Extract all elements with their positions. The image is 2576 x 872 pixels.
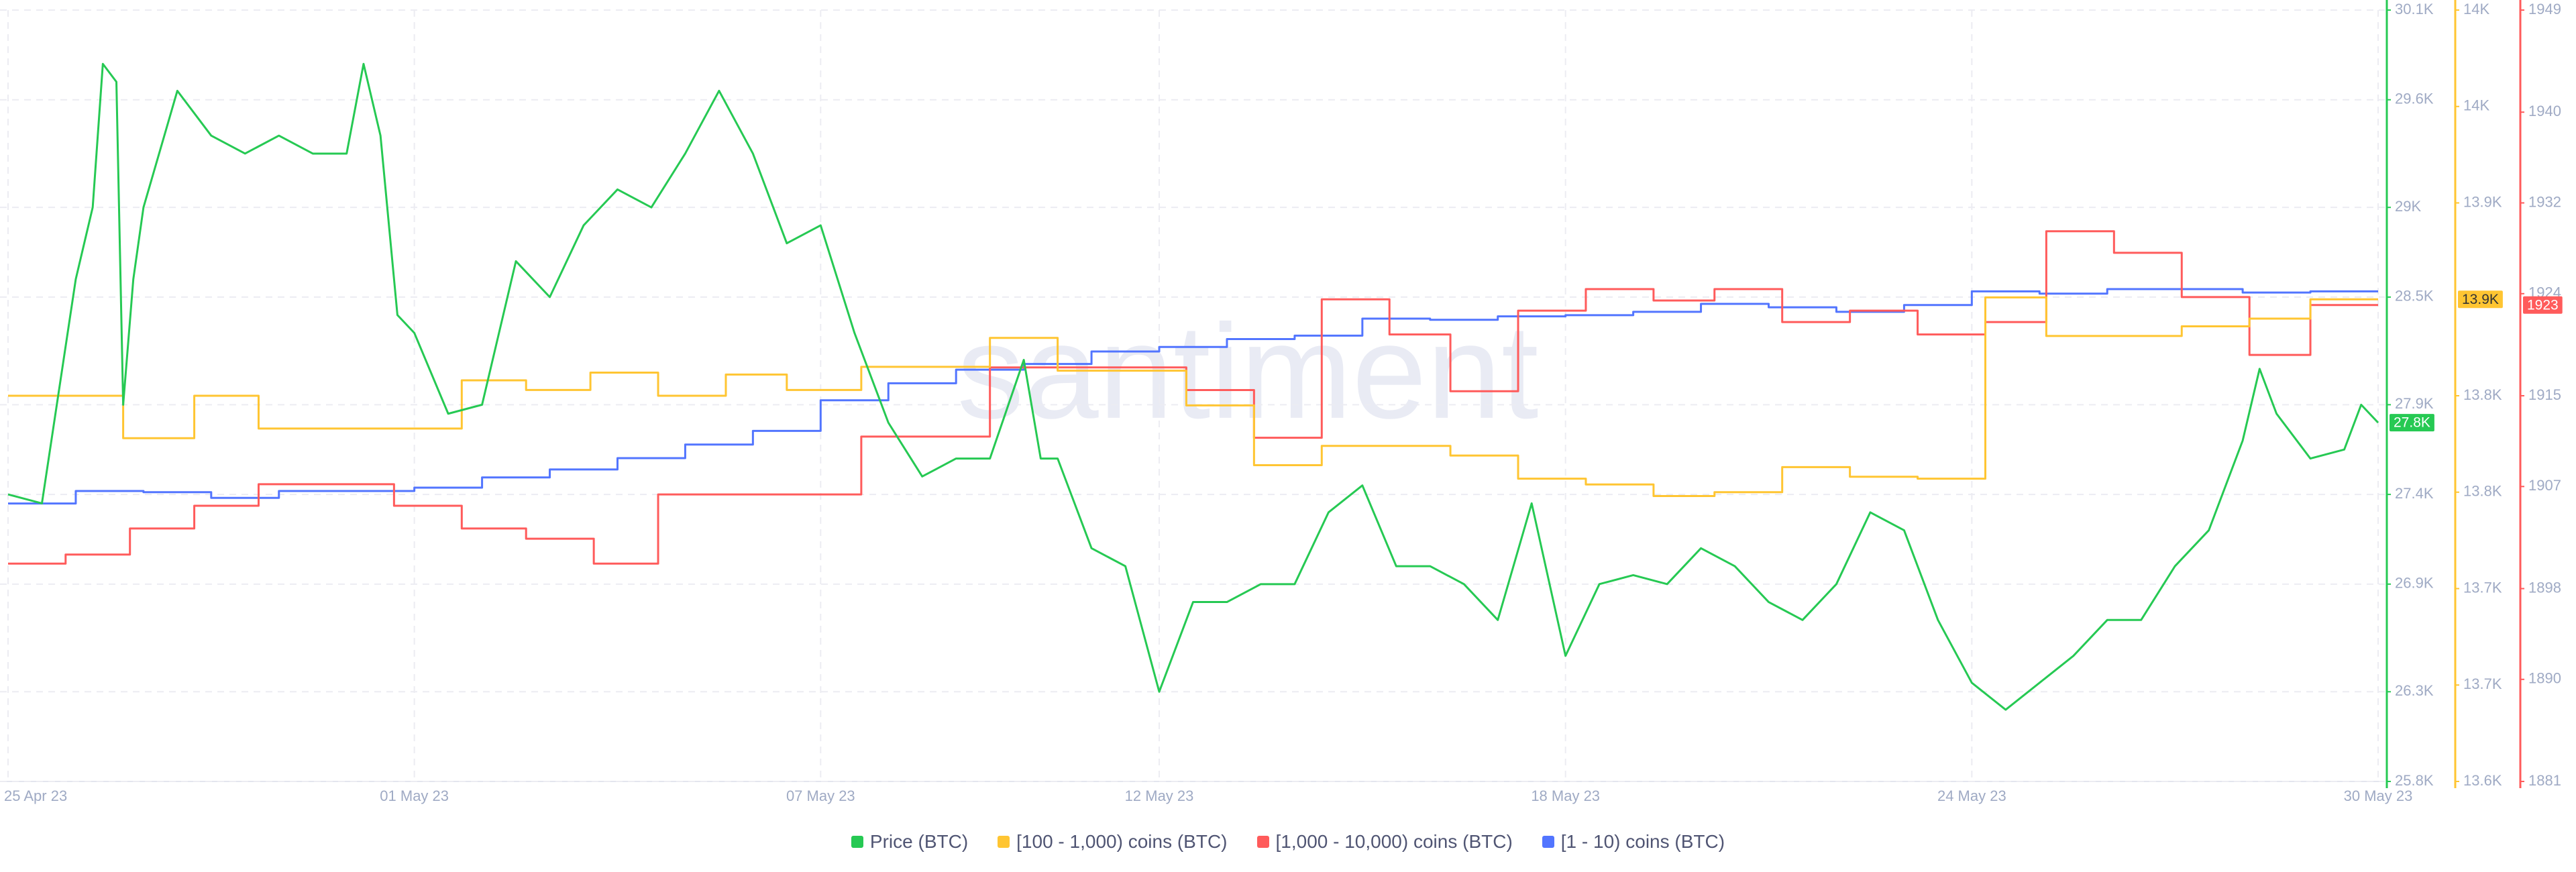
y-tick-label: 1932 — [2528, 193, 2561, 210]
value-badge: 27.8K — [2390, 414, 2434, 432]
legend-swatch — [1256, 836, 1269, 848]
y-tick-label: 13.8K — [2463, 483, 2502, 500]
y-tick-label: 1890 — [2528, 670, 2561, 687]
x-tick-label: 24 May 23 — [1937, 787, 2006, 804]
legend-item[interactable]: Price (BTC) — [851, 831, 968, 853]
y-tick-label: 13.8K — [2463, 386, 2502, 403]
legend-label: [1,000 - 10,000) coins (BTC) — [1275, 831, 1513, 852]
legend-label: [100 - 1,000) coins (BTC) — [1016, 831, 1228, 852]
y-tick-label: 1898 — [2528, 579, 2561, 596]
y-tick-label: 28.5K — [2395, 288, 2434, 305]
value-badge: 13.9K — [2458, 290, 2503, 309]
badge-box — [2458, 290, 2503, 309]
y-tick-label: 13.7K — [2463, 675, 2502, 692]
x-tick-label: 12 May 23 — [1125, 787, 1194, 804]
value-badge: 1923 — [2523, 296, 2563, 314]
legend-swatch — [851, 836, 863, 848]
badge-label: 27.8K — [2394, 415, 2430, 431]
series-line — [8, 288, 2378, 505]
y-tick-label: 27.9K — [2395, 395, 2434, 412]
x-tick-label: 25 Apr 23 — [4, 787, 67, 804]
y-tick-label: 1907 — [2528, 477, 2561, 494]
badge-box — [2390, 414, 2434, 432]
legend-item[interactable]: [1 - 10) coins (BTC) — [1542, 831, 1725, 853]
y-tick-label: 26.9K — [2395, 575, 2434, 592]
y-tick-label: 13.6K — [2463, 772, 2502, 789]
y-tick-label: 29K — [2395, 198, 2421, 215]
legend: Price (BTC) [100 - 1,000) coins (BTC) [1,0… — [0, 826, 2576, 857]
badge-label: 1923 — [2527, 297, 2559, 313]
x-tick-label: 18 May 23 — [1531, 787, 1600, 804]
y-tick-label: 29.6K — [2395, 91, 2434, 107]
y-tick-label: 26.3K — [2395, 682, 2434, 699]
x-tick-label: 07 May 23 — [786, 787, 855, 804]
y-tick-label: 25.8K — [2395, 772, 2434, 789]
x-tick-label: 30 May 23 — [2344, 787, 2413, 804]
legend-item[interactable]: [100 - 1,000) coins (BTC) — [998, 831, 1228, 853]
series-line — [8, 296, 2378, 497]
y-tick-label: 1881 — [2528, 772, 2561, 789]
x-tick-label: 01 May 23 — [380, 787, 449, 804]
legend-swatch — [998, 836, 1010, 848]
y-tick-label: 13.7K — [2463, 579, 2502, 596]
watermark: santiment — [957, 297, 1538, 447]
y-tick-label: 27.4K — [2395, 485, 2434, 502]
badge-box — [2523, 296, 2563, 314]
y-tick-label: 30.1K — [2395, 1, 2434, 17]
legend-item[interactable]: [1,000 - 10,000) coins (BTC) — [1256, 831, 1513, 853]
y-tick-label: 1949 — [2528, 1, 2561, 17]
legend-label: Price (BTC) — [869, 831, 969, 852]
y-tick-label: 1940 — [2528, 103, 2561, 119]
y-tick-label: 13.9K — [2463, 193, 2502, 210]
y-tick-label: 14K — [2463, 97, 2489, 114]
series-line — [7, 62, 2379, 711]
y-tick-label: 14K — [2463, 1, 2489, 17]
legend-label: [1 - 10) coins (BTC) — [1560, 831, 1725, 852]
y-tick-label: 1915 — [2528, 386, 2561, 403]
chart: santiment 25 Apr 23 01 May 23 07 May 23 12 … — [0, 0, 2563, 804]
legend-swatch — [1542, 836, 1554, 848]
badge-label: 13.9K — [2462, 292, 2499, 307]
